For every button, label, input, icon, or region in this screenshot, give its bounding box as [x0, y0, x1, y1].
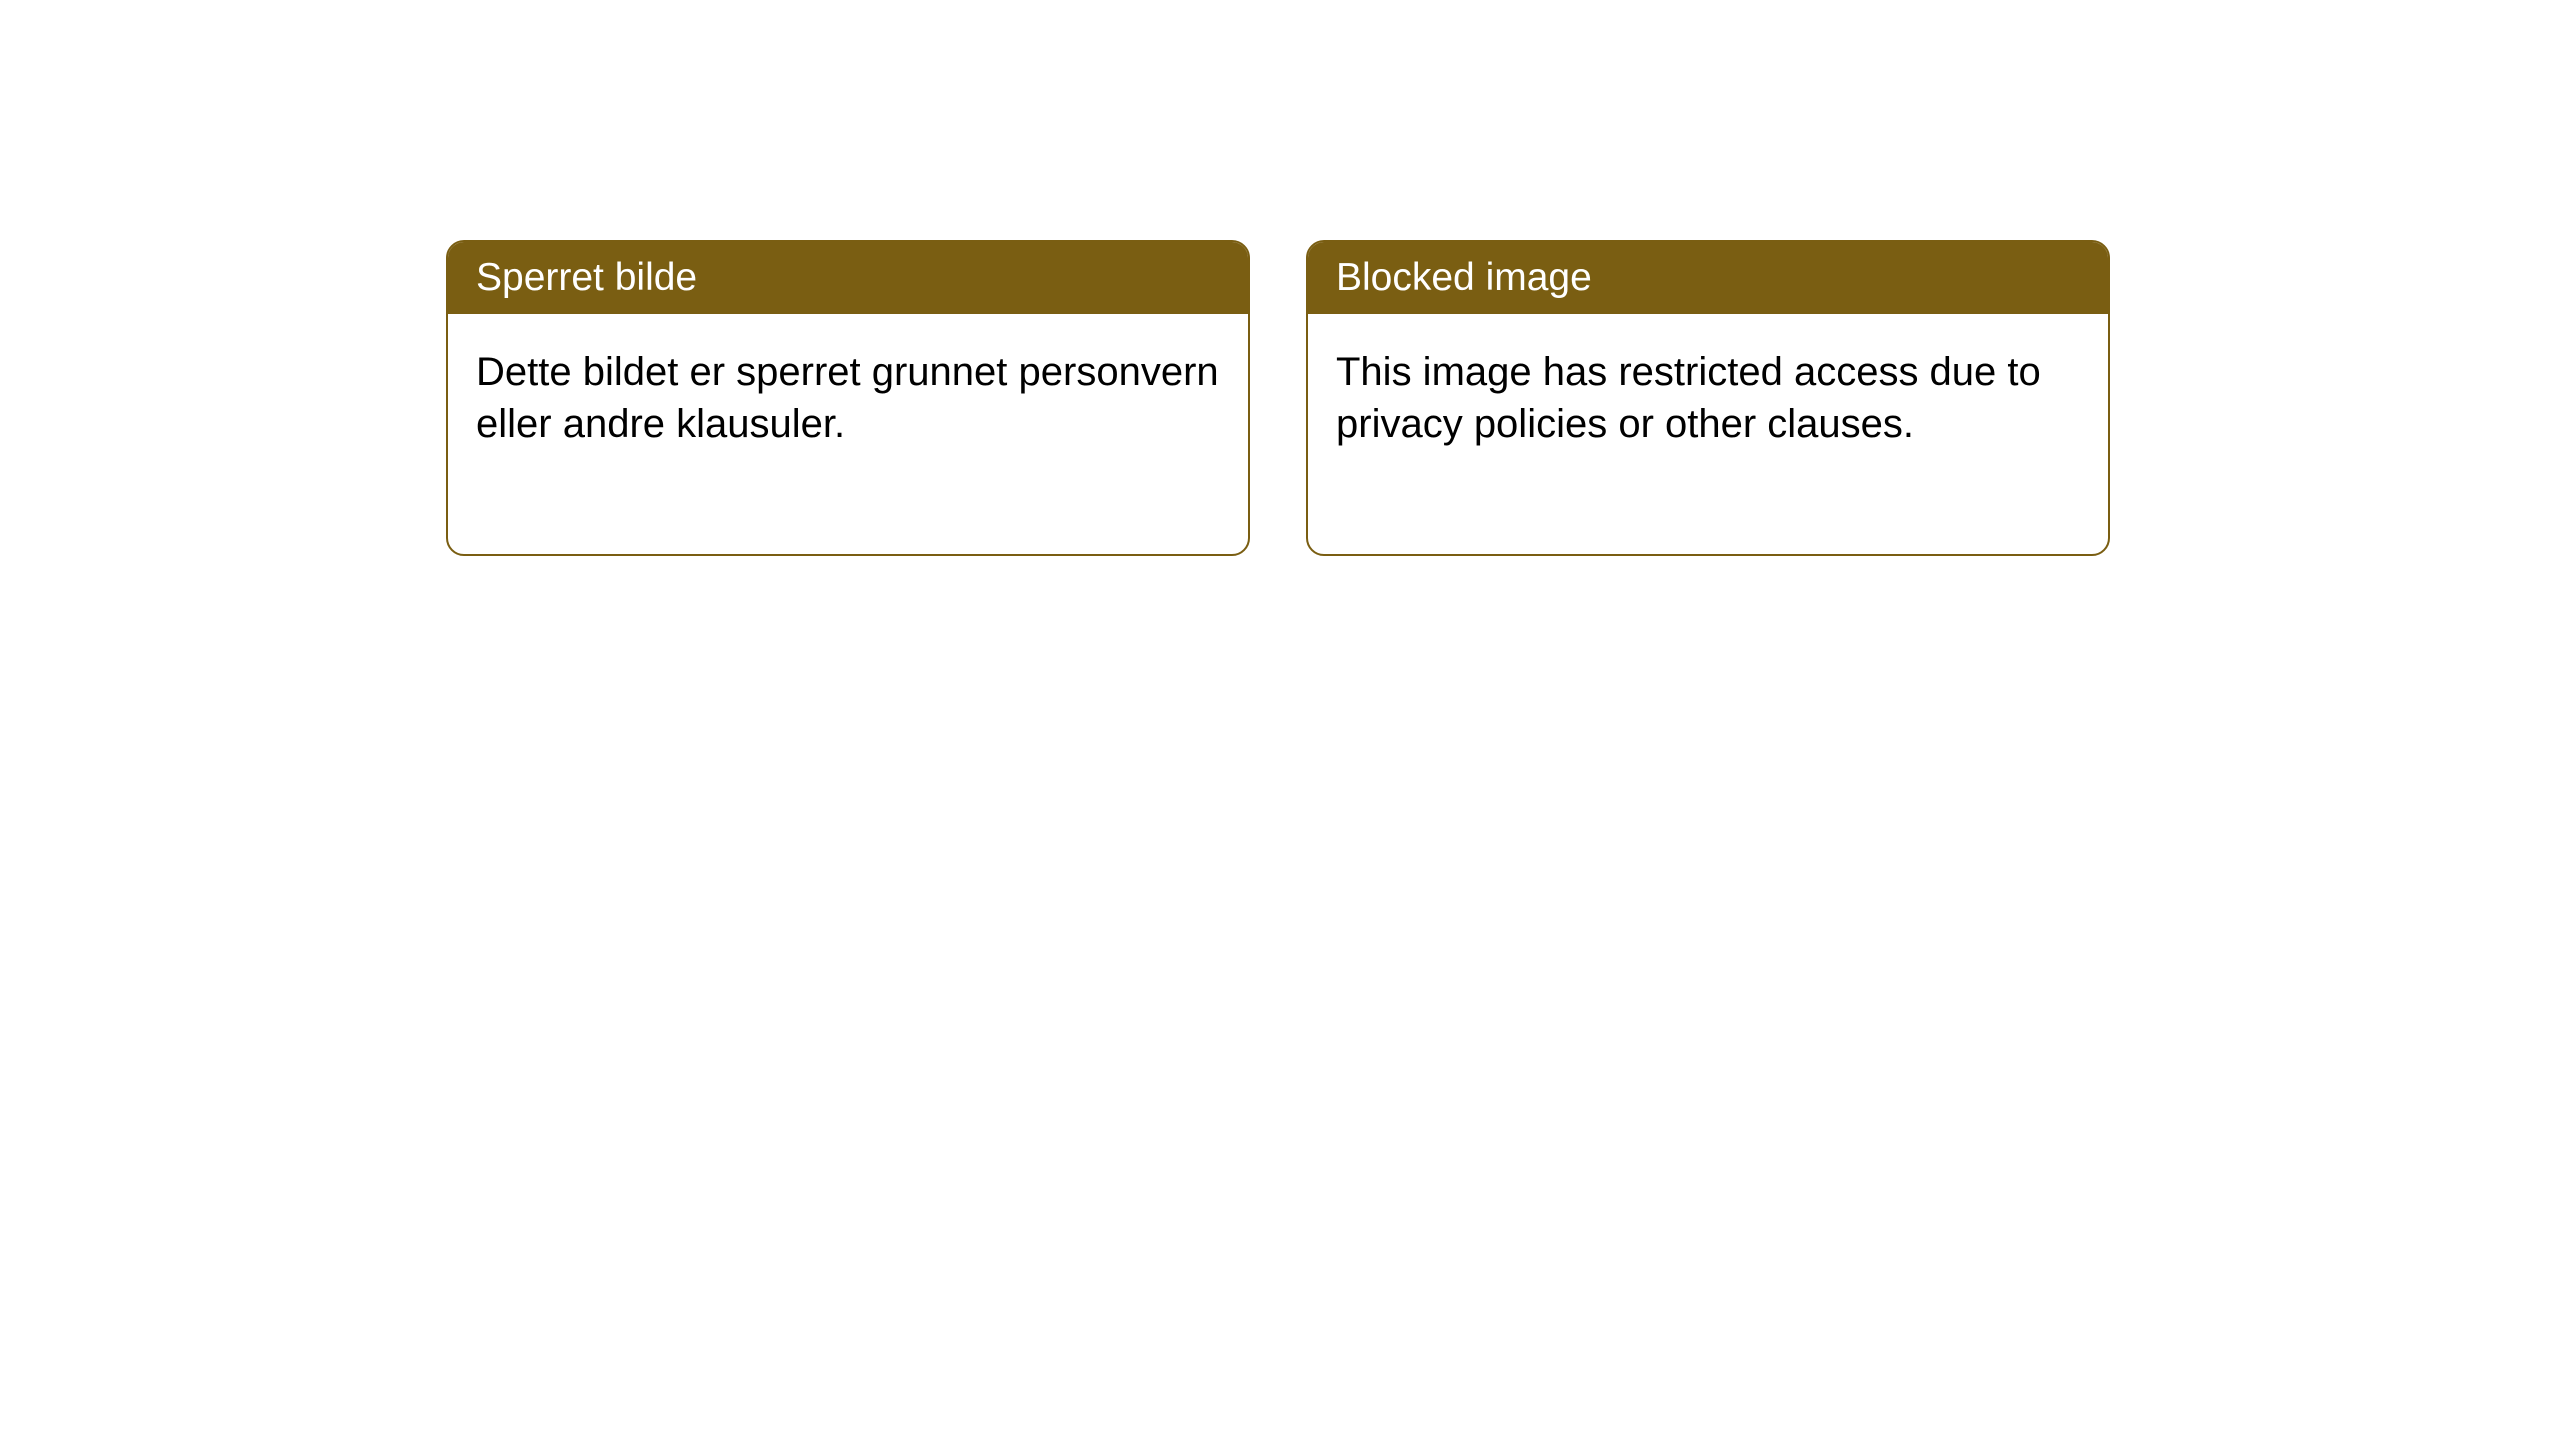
card-header-no: Sperret bilde	[448, 242, 1248, 314]
card-body-no: Dette bildet er sperret grunnet personve…	[448, 314, 1248, 554]
cards-container: Sperret bilde Dette bildet er sperret gr…	[0, 0, 2560, 556]
blocked-image-card-en: Blocked image This image has restricted …	[1306, 240, 2110, 556]
card-header-en: Blocked image	[1308, 242, 2108, 314]
blocked-image-card-no: Sperret bilde Dette bildet er sperret gr…	[446, 240, 1250, 556]
card-body-en: This image has restricted access due to …	[1308, 314, 2108, 554]
